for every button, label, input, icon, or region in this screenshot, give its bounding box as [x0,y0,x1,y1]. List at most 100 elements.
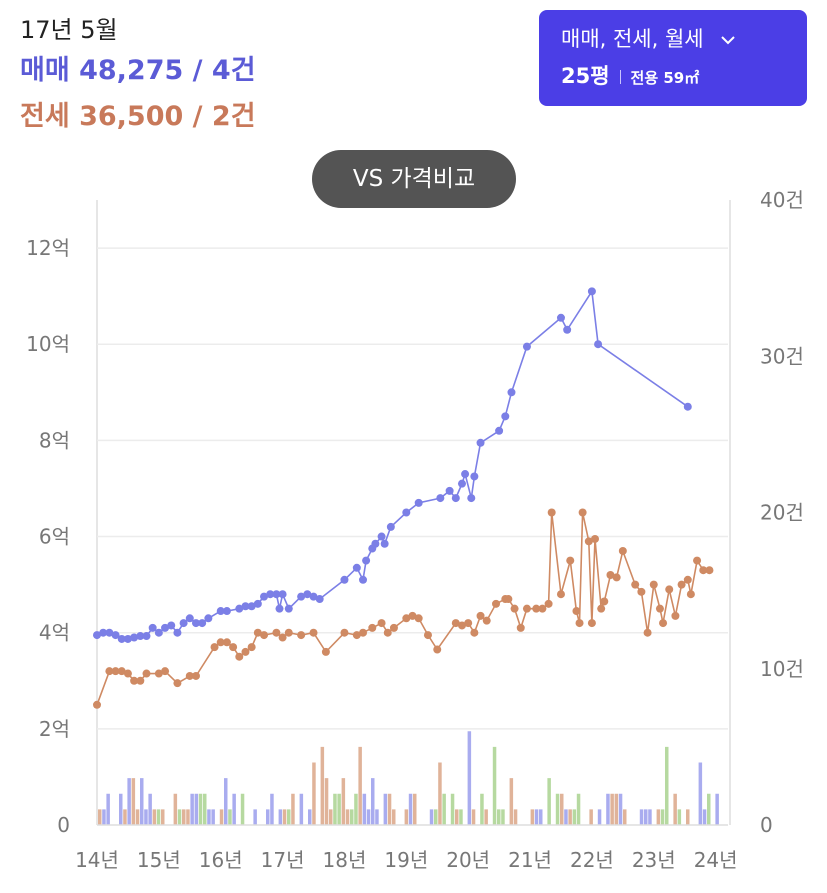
volume-bar [358,746,362,825]
data-point [154,669,163,678]
volume-bar [480,793,484,825]
volume-bar [564,809,568,825]
volume-bar [219,809,224,825]
data-point [563,325,572,334]
data-point [476,438,485,447]
volume-bar [177,809,182,825]
data-point [260,631,269,640]
x-tick-label: 17년 [261,848,305,872]
data-point [315,595,324,604]
data-point [408,611,417,620]
x-tick-label: 18년 [323,848,367,872]
y-left-tick-label: 2억 [39,717,70,741]
data-point [451,619,460,628]
volume-bar [568,809,572,825]
data-point [414,498,423,507]
data-point [377,619,386,628]
volume-bar [156,809,161,825]
volume-bar [513,809,518,825]
data-point [247,643,256,652]
data-point [649,580,658,589]
x-tick-label: 20년 [446,848,490,872]
data-point [470,628,479,637]
volume-bar [127,778,131,825]
data-point [321,647,330,656]
volume-bar [614,793,619,825]
volume-bar [102,809,106,825]
y-left-tick-label: 4억 [39,621,70,645]
volume-bar [648,809,652,825]
data-point [272,590,281,599]
volume-bar [660,809,665,825]
data-point [522,604,531,613]
x-tick-label: 23년 [632,848,676,872]
data-point [470,472,479,481]
data-point [284,604,293,613]
volume-bar [438,762,442,825]
volume-bar [211,809,215,825]
volume-bar [677,809,682,825]
volume-bar [429,809,434,825]
x-tick-label: 16년 [199,848,243,872]
data-point [161,667,170,676]
data-point [253,628,262,637]
data-point [352,563,361,572]
chevron-down-icon [710,27,736,51]
data-point [93,631,101,640]
data-point [699,566,708,575]
y-right-tick-label: 10건 [760,657,804,681]
data-point [123,669,132,678]
x-tick-label: 24년 [694,848,738,872]
data-point [105,628,114,637]
data-point [600,597,609,606]
x-tick-label: 19년 [384,848,428,872]
data-point [522,342,531,351]
data-point [123,634,132,643]
data-point [383,628,392,637]
volume-bar [434,809,438,825]
data-point [501,412,510,421]
data-point [677,580,686,589]
data-point [275,604,284,613]
y-left-tick-label: 0 [57,813,70,837]
data-point [303,590,312,599]
data-point [136,632,145,641]
volume-bar [299,793,304,825]
data-point [210,643,219,652]
filter-dropdown-button[interactable]: 매매, 전세, 월세 25평 전용 59㎡ [539,10,807,106]
data-point [111,631,120,640]
data-point [297,631,306,640]
data-point [389,623,398,632]
volume-bar [140,778,144,825]
volume-bar [404,809,409,825]
data-point [433,645,442,654]
data-point [235,604,244,613]
data-point [538,604,547,613]
trade-type-label: 매매, 전세, 월세 [561,27,704,51]
data-point [148,623,157,632]
data-point [93,700,101,709]
y-left-tick-label: 6억 [39,525,70,549]
data-point [612,573,621,582]
volume-bar [161,809,165,825]
volume-bar [228,809,232,825]
data-point [556,313,565,322]
price-compare-button[interactable]: VS 가격비교 [312,150,516,208]
volume-bar [266,809,270,825]
volume-bar [341,778,346,825]
data-point [362,556,371,565]
data-point [222,638,231,647]
data-point [173,679,182,688]
y-left-tick-label: 10억 [26,332,70,356]
volume-bar [387,793,392,825]
data-point [544,599,553,608]
data-point [111,667,120,676]
volume-bar [366,809,371,825]
size-label: 25평 [561,64,610,88]
data-point [278,590,287,599]
volume-bar [597,809,602,825]
data-point [510,604,519,613]
data-point [173,628,182,637]
data-point [297,592,306,601]
volume-bar [623,809,627,825]
